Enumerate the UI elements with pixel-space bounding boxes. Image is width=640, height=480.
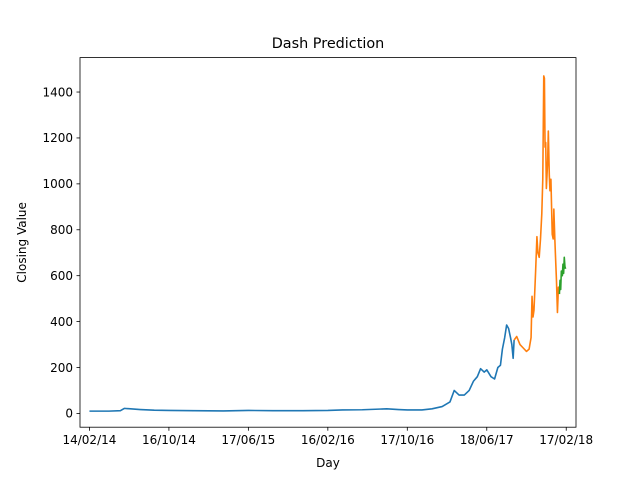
- x-tick-label: 18/06/17: [460, 433, 514, 447]
- series-layer: [89, 75, 567, 412]
- series-line-3: [558, 256, 567, 295]
- x-tick-label: 17/02/18: [539, 433, 593, 447]
- y-tick-label: 200: [50, 361, 73, 375]
- plot-frame: [79, 57, 577, 428]
- series-line-2: [513, 75, 561, 353]
- y-tick-label: 600: [50, 269, 73, 283]
- y-tick-label: 400: [50, 315, 73, 329]
- y-tick-label: 1400: [42, 85, 73, 99]
- y-axis-ticks: 0 200 400 600 800 1000 1200 1400: [42, 85, 80, 421]
- y-tick-label: 1000: [42, 177, 73, 191]
- x-tick-label: 14/02/14: [62, 433, 116, 447]
- x-axis-title: Day: [316, 456, 340, 470]
- x-tick-label: 16/02/16: [301, 433, 355, 447]
- chart-title: Dash Prediction: [272, 36, 385, 52]
- y-axis-title: Closing Value: [15, 202, 29, 283]
- series-line-1: [89, 324, 515, 412]
- x-tick-label: 17/10/16: [380, 433, 434, 447]
- x-tick-label: 16/10/14: [142, 433, 196, 447]
- y-tick-label: 0: [65, 407, 73, 421]
- y-tick-label: 800: [50, 223, 73, 237]
- x-axis-ticks: 14/02/14 16/10/14 17/06/15 16/02/16 17/10/16…: [62, 427, 593, 447]
- y-tick-label: 1200: [42, 131, 73, 145]
- x-tick-label: 17/06/15: [221, 433, 275, 447]
